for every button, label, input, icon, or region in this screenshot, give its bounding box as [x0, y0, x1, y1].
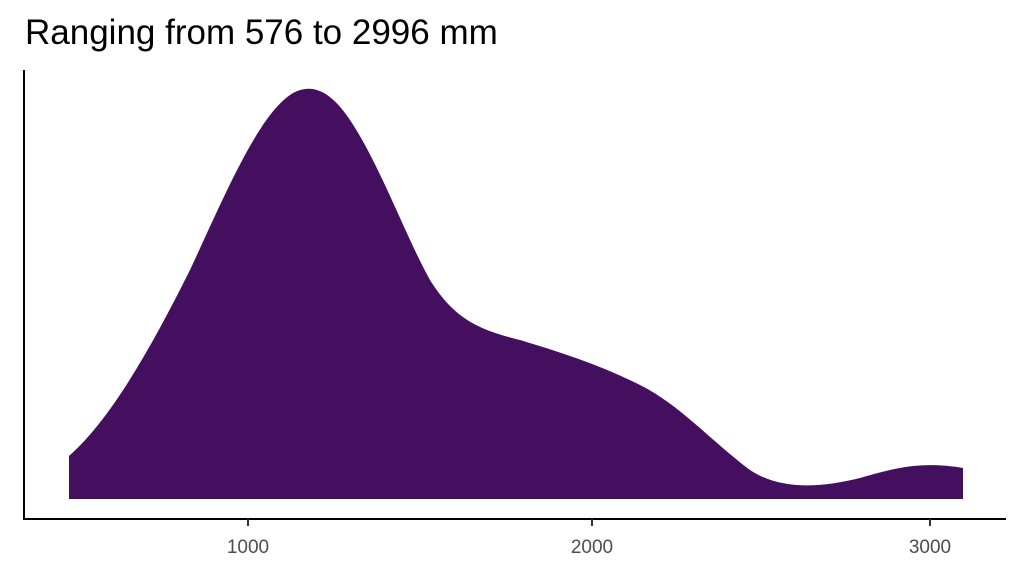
x-tick-label-2000: 2000: [571, 537, 613, 558]
x-tick-label-1000: 1000: [227, 537, 269, 558]
chart-title: Ranging from 576 to 2996 mm: [25, 13, 498, 52]
x-tick-label-3000: 3000: [909, 537, 951, 558]
density-area: [69, 88, 963, 499]
